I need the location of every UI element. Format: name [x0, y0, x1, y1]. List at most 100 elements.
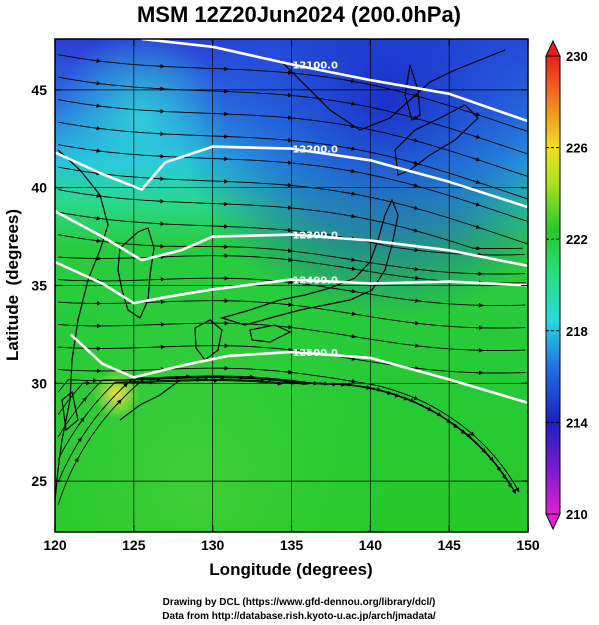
x-tick-label: 150: [516, 537, 540, 553]
wind-arrow: [348, 191, 356, 196]
wind-arrow: [514, 484, 520, 493]
wind-arrow: [472, 202, 481, 207]
wind-arrow: [472, 179, 481, 184]
wind-arrow: [93, 80, 102, 86]
wind-arrow: [78, 417, 85, 425]
wind-arrow: [487, 454, 494, 462]
streamline: [58, 76, 528, 155]
wind-arrow: [285, 302, 293, 307]
coastlines: [55, 49, 506, 501]
wind-arrow: [80, 396, 87, 404]
y-axis-label: Latitude (degrees): [3, 209, 22, 361]
wind-arrow: [73, 457, 79, 466]
wind-arrow: [93, 58, 102, 63]
colorbar-tick-label: 226: [566, 141, 588, 156]
wind-arrow: [410, 183, 419, 188]
wind-arrow: [511, 485, 516, 494]
wind-arrow: [274, 381, 283, 386]
x-tick-label: 145: [437, 537, 461, 553]
wind-arrow: [284, 227, 293, 233]
wind-arrow: [410, 115, 419, 121]
wind-arrow: [284, 137, 293, 143]
coastline-china: [55, 149, 109, 501]
x-tick-label: 125: [122, 537, 146, 553]
y-tick-label: 30: [31, 375, 47, 391]
wind-arrow: [285, 257, 293, 262]
x-axis-ticks: 120 125 130 135 140 145 150: [43, 39, 540, 553]
y-tick-label: 45: [31, 82, 47, 98]
wind-arrow: [93, 148, 102, 153]
contour-label: 12100.0: [292, 60, 338, 71]
contour-line: [141, 39, 528, 123]
coastline-honshu: [219, 198, 399, 326]
wind-arrow: [348, 288, 357, 294]
wind-arrow: [348, 168, 356, 174]
colorbar-ticks: 230 226 222 218 214 210: [546, 49, 588, 522]
wind-arrow: [348, 311, 357, 316]
coastline-hokkaido: [394, 104, 479, 176]
streamline: [58, 144, 528, 222]
wind-arrow: [299, 380, 308, 386]
wind-arrow: [348, 333, 357, 339]
coastline-taiwan: [61, 390, 79, 432]
wind-arrow: [410, 395, 419, 400]
wind-arrow: [410, 138, 419, 143]
geopotential-contours: 12100.0 12200.0 12300.0 12400.0 12500.0: [55, 39, 528, 405]
wind-arrow: [411, 275, 420, 281]
wind-arrow: [348, 78, 356, 84]
colorbar-tick-label: 214: [566, 415, 588, 430]
y-tick-label: 40: [31, 180, 47, 196]
wind-arrow: [472, 157, 481, 162]
colorbar-tick-label: 218: [566, 324, 588, 339]
wind-arrow: [348, 146, 356, 151]
wind-arrow: [348, 378, 357, 384]
wind-arrow: [411, 320, 420, 326]
colorbar-top-arrow: [545, 39, 561, 57]
x-tick-label: 140: [359, 537, 383, 553]
wind-arrow: [348, 213, 356, 219]
x-axis-label: Longitude (degrees): [209, 560, 372, 579]
contour-label: 12500.0: [292, 348, 338, 359]
wind-arrow: [93, 125, 102, 131]
wind-arrow: [410, 228, 419, 233]
coastline-russia: [279, 49, 506, 131]
y-tick-label: 35: [31, 278, 47, 294]
colorbar: 230 226 222 218 214 210: [545, 39, 588, 531]
wind-arrow: [284, 205, 293, 210]
wind-arrow: [93, 215, 102, 221]
wind-arrow: [347, 257, 356, 262]
wind-arrow: [284, 92, 293, 98]
wind-arrow: [506, 480, 512, 489]
wind-arrow: [93, 193, 102, 198]
wind-arrow: [285, 369, 293, 375]
streamline: [58, 54, 528, 132]
wind-arrow: [285, 324, 293, 330]
streamline: [58, 367, 520, 492]
wind-arrow: [93, 103, 102, 108]
wind-arrow: [284, 115, 293, 120]
wind-arrow: [115, 399, 122, 406]
wind-arrow: [479, 446, 487, 454]
wind-arrow: [284, 160, 293, 165]
wind-arrow: [411, 247, 420, 253]
plot-area: 12100.0 12200.0 12300.0 12400.0 12500.0: [55, 39, 528, 532]
wind-arrow: [468, 430, 475, 437]
wind-arrow: [424, 406, 433, 412]
contour-label: 12300.0: [292, 231, 338, 242]
wind-arrow: [411, 298, 420, 303]
wind-arrow: [410, 205, 419, 211]
credit-drawing: Drawing by DCL (https://www.gfd-dennou.o…: [163, 597, 436, 608]
x-tick-label: 135: [280, 537, 304, 553]
contour-line: [55, 260, 528, 305]
wind-arrow: [285, 279, 293, 285]
x-tick-label: 120: [43, 537, 67, 553]
contour-line: [55, 210, 528, 268]
wind-arrow: [284, 248, 293, 253]
wind-arrow: [76, 437, 82, 446]
contour-label: 12200.0: [292, 145, 338, 156]
streamline: [58, 166, 528, 245]
contour-label: 12400.0: [292, 276, 338, 287]
wind-arrow: [410, 160, 419, 166]
wind-arrow: [121, 382, 128, 390]
